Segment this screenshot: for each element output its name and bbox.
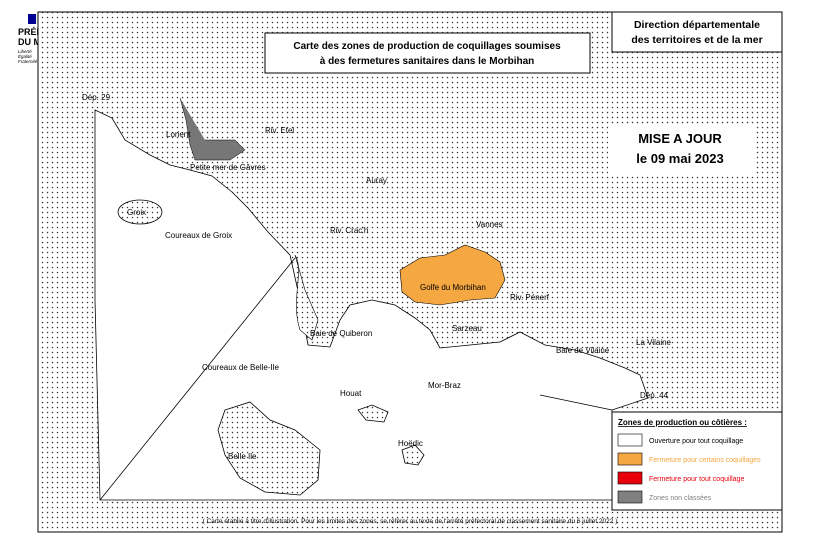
legend-label: Ouverture pour tout coquillage: [649, 438, 743, 445]
logo-motto: Fraternité: [18, 59, 38, 64]
quiberon-peninsula: [294, 254, 319, 341]
place-label: Auray: [366, 176, 387, 185]
place-label: Lorient: [166, 130, 191, 139]
place-label: Golfe du Morbihan: [420, 283, 486, 292]
place-label: La Vilaine: [636, 338, 672, 347]
place-label: Riv. Crac'h: [330, 226, 368, 235]
place-label: Groix: [127, 208, 146, 217]
place-label: Sarzeau: [452, 324, 482, 333]
legend-label: Fermeture pour tout coquillage: [649, 476, 744, 483]
legend-swatch: [617, 452, 643, 466]
footnote: ( Carte établie à titre d'illustration. …: [203, 518, 618, 525]
legend-swatch: [617, 433, 643, 447]
place-label: Coureaux de Belle-Ile: [202, 363, 279, 372]
place-label: Mor-Braz: [428, 381, 461, 390]
legend-swatch: [617, 471, 643, 485]
title: Carte des zones de production de coquill…: [293, 41, 561, 52]
legend-swatch: [617, 490, 643, 504]
island-houat: [357, 404, 389, 423]
update: le 09 mai 2023: [636, 151, 723, 166]
place-label: Vannes: [476, 220, 503, 229]
unclassified-zone: [179, 97, 246, 161]
title: à des fermetures sanitaires dans le Morb…: [320, 56, 535, 67]
island-belle-ile: [217, 401, 321, 496]
update: MISE A JOUR: [638, 131, 722, 146]
logo-name: PRÉFET: [18, 27, 54, 37]
place-label: Riv. Etel: [265, 126, 294, 135]
agency: des territoires et de la mer: [631, 34, 762, 46]
place-label: Dép. 29: [82, 93, 111, 102]
place-label: Riv. Pénerf: [510, 293, 550, 302]
zone-boundary: [539, 394, 613, 411]
place-label: Houat: [340, 389, 362, 398]
sea: [94, 109, 649, 501]
island-hoedic: [401, 444, 425, 466]
golfe-closure-zone: [399, 244, 506, 306]
place-label: Petite mer de Gâvres: [190, 163, 266, 172]
logo-motto: Liberté: [18, 49, 32, 54]
logo-motto: Égalité: [18, 53, 32, 59]
place-label: Coureaux de Groix: [165, 231, 232, 240]
agency-box: [611, 11, 783, 53]
place-label: Dép. 44: [640, 391, 669, 400]
legend: Zones de production ou côtières : Ouvert…: [611, 411, 783, 511]
place-label: Hoëdic: [398, 439, 423, 448]
legend-title: Zones de production ou côtières :: [618, 418, 747, 427]
agency: Direction départementale: [634, 19, 760, 31]
place-label: Baie de Vilaine: [556, 346, 610, 355]
place-label: Baie de Quiberon: [310, 329, 372, 338]
title-box: [264, 32, 591, 74]
island-groix: [117, 199, 163, 225]
place-label: Belle Ile: [228, 452, 257, 461]
legend-label: Zones non classées: [649, 495, 712, 502]
update-box: [608, 124, 754, 174]
zone-boundary: [99, 257, 296, 501]
legend-label: Fermeture pour certains coquillages: [649, 457, 761, 464]
